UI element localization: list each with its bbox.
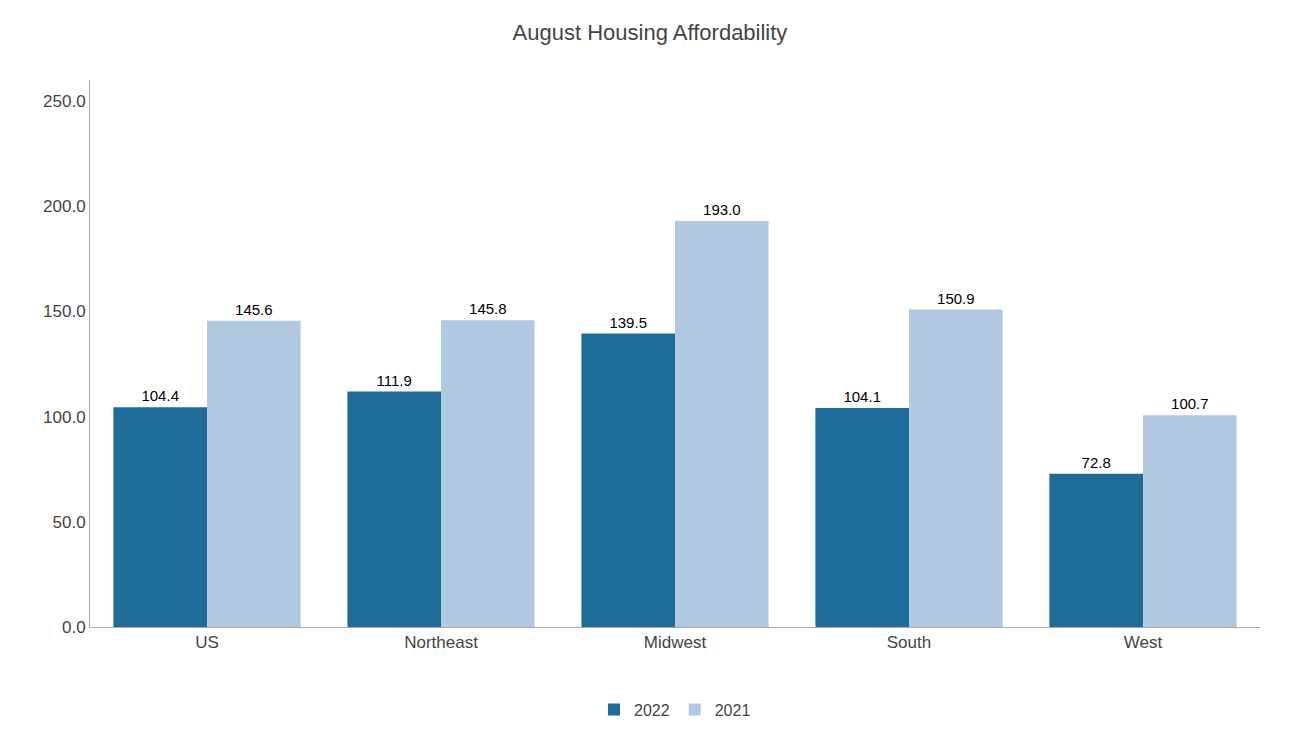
svg-text:Midwest: Midwest <box>644 633 707 652</box>
svg-text:111.9: 111.9 <box>377 372 412 389</box>
svg-text:August Housing Affordability: August Housing Affordability <box>513 20 788 45</box>
svg-text:100.7: 100.7 <box>1171 395 1209 412</box>
svg-text:193.0: 193.0 <box>703 201 741 218</box>
svg-text:145.6: 145.6 <box>235 301 273 318</box>
svg-text:South: South <box>887 633 931 652</box>
svg-text:US: US <box>195 633 219 652</box>
svg-text:104.1: 104.1 <box>843 388 881 405</box>
svg-text:50.0: 50.0 <box>53 513 86 532</box>
svg-text:72.8: 72.8 <box>1082 454 1111 471</box>
svg-text:150.9: 150.9 <box>937 290 975 307</box>
svg-text:2022: 2022 <box>634 702 670 719</box>
svg-text:200.0: 200.0 <box>43 197 86 216</box>
svg-text:150.0: 150.0 <box>43 302 86 321</box>
svg-text:139.5: 139.5 <box>609 314 647 331</box>
svg-text:2021: 2021 <box>715 702 751 719</box>
svg-text:104.4: 104.4 <box>141 387 179 404</box>
svg-text:145.8: 145.8 <box>469 300 507 317</box>
svg-text:Northeast: Northeast <box>404 633 478 652</box>
svg-text:West: West <box>1124 633 1163 652</box>
svg-text:100.0: 100.0 <box>43 408 86 427</box>
svg-text:0.0: 0.0 <box>62 618 86 637</box>
svg-text:250.0: 250.0 <box>43 92 86 111</box>
